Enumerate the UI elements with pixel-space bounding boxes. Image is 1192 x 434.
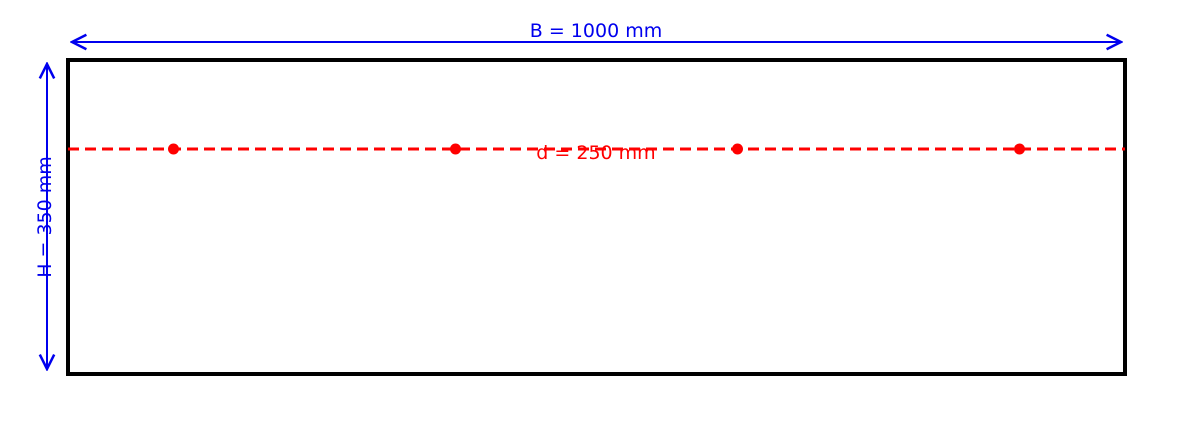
rebar-group [168,143,1025,155]
rebar-dot [1014,143,1025,155]
rebar-dot [168,143,179,155]
section-outline [66,58,1127,376]
width-dimension-label: B = 1000 mm [530,20,662,42]
height-dimension-label: H = 350 mm [34,156,56,278]
effective-depth-label: d = 250 mm [536,142,655,164]
rebar-dot [732,143,743,155]
rebar-dot [450,143,461,155]
